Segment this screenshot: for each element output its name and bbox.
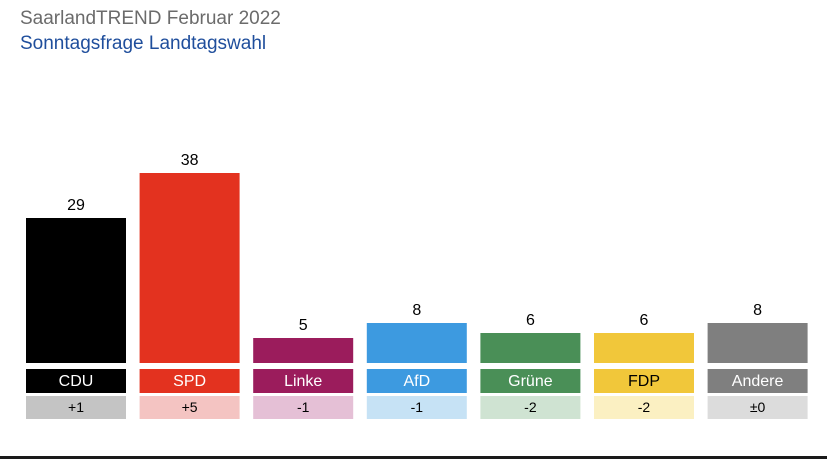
bar-gr-ne [480, 333, 581, 363]
party-label-andere: Andere [732, 373, 784, 390]
bar-linke [253, 338, 354, 363]
party-label-fdp: FDP [628, 373, 660, 390]
bar-cdu [26, 218, 126, 363]
party-label-box-andere [707, 369, 808, 393]
change-box-andere [707, 396, 808, 419]
change-box-fdp [594, 396, 694, 419]
change-label-cdu: +1 [68, 399, 84, 415]
bar-fdp [594, 333, 694, 363]
change-label-linke: -1 [297, 399, 310, 415]
change-label-afd: -1 [411, 399, 424, 415]
change-label-gr-ne: -2 [524, 399, 537, 415]
party-label-afd: AfD [403, 373, 430, 390]
change-label-andere: ±0 [750, 399, 766, 415]
value-label-linke: 5 [299, 317, 308, 334]
change-label-spd: +5 [182, 399, 198, 415]
change-box-gr-ne [480, 396, 581, 419]
party-label-gr-ne: Grüne [508, 373, 553, 390]
value-label-spd: 38 [181, 152, 199, 169]
party-label-linke: Linke [284, 373, 322, 390]
change-box-afd [366, 396, 467, 419]
bottom-divider [0, 456, 827, 459]
party-label-spd: SPD [173, 373, 206, 390]
party-label-box-spd [139, 369, 240, 393]
bar-andere [707, 323, 808, 363]
value-label-cdu: 29 [67, 197, 85, 214]
value-label-afd: 8 [412, 302, 421, 319]
party-label-box-afd [366, 369, 467, 393]
change-label-fdp: -2 [638, 399, 651, 415]
value-label-fdp: 6 [640, 312, 649, 329]
value-label-gr-ne: 6 [526, 312, 535, 329]
party-label-box-linke [253, 369, 354, 393]
change-box-linke [253, 396, 354, 419]
change-box-cdu [26, 396, 126, 419]
chart-subtitle: Sonntagsfrage Landtagswahl [20, 33, 267, 54]
party-label-box-cdu [26, 369, 126, 393]
chart-title: SaarlandTREND Februar 2022 [20, 8, 281, 29]
party-label-cdu: CDU [59, 373, 94, 390]
value-label-andere: 8 [753, 302, 762, 319]
bar-spd [139, 173, 240, 363]
change-box-spd [139, 396, 240, 419]
party-label-box-gr-ne [480, 369, 581, 393]
party-label-box-fdp [594, 369, 694, 393]
bar-afd [366, 323, 467, 363]
